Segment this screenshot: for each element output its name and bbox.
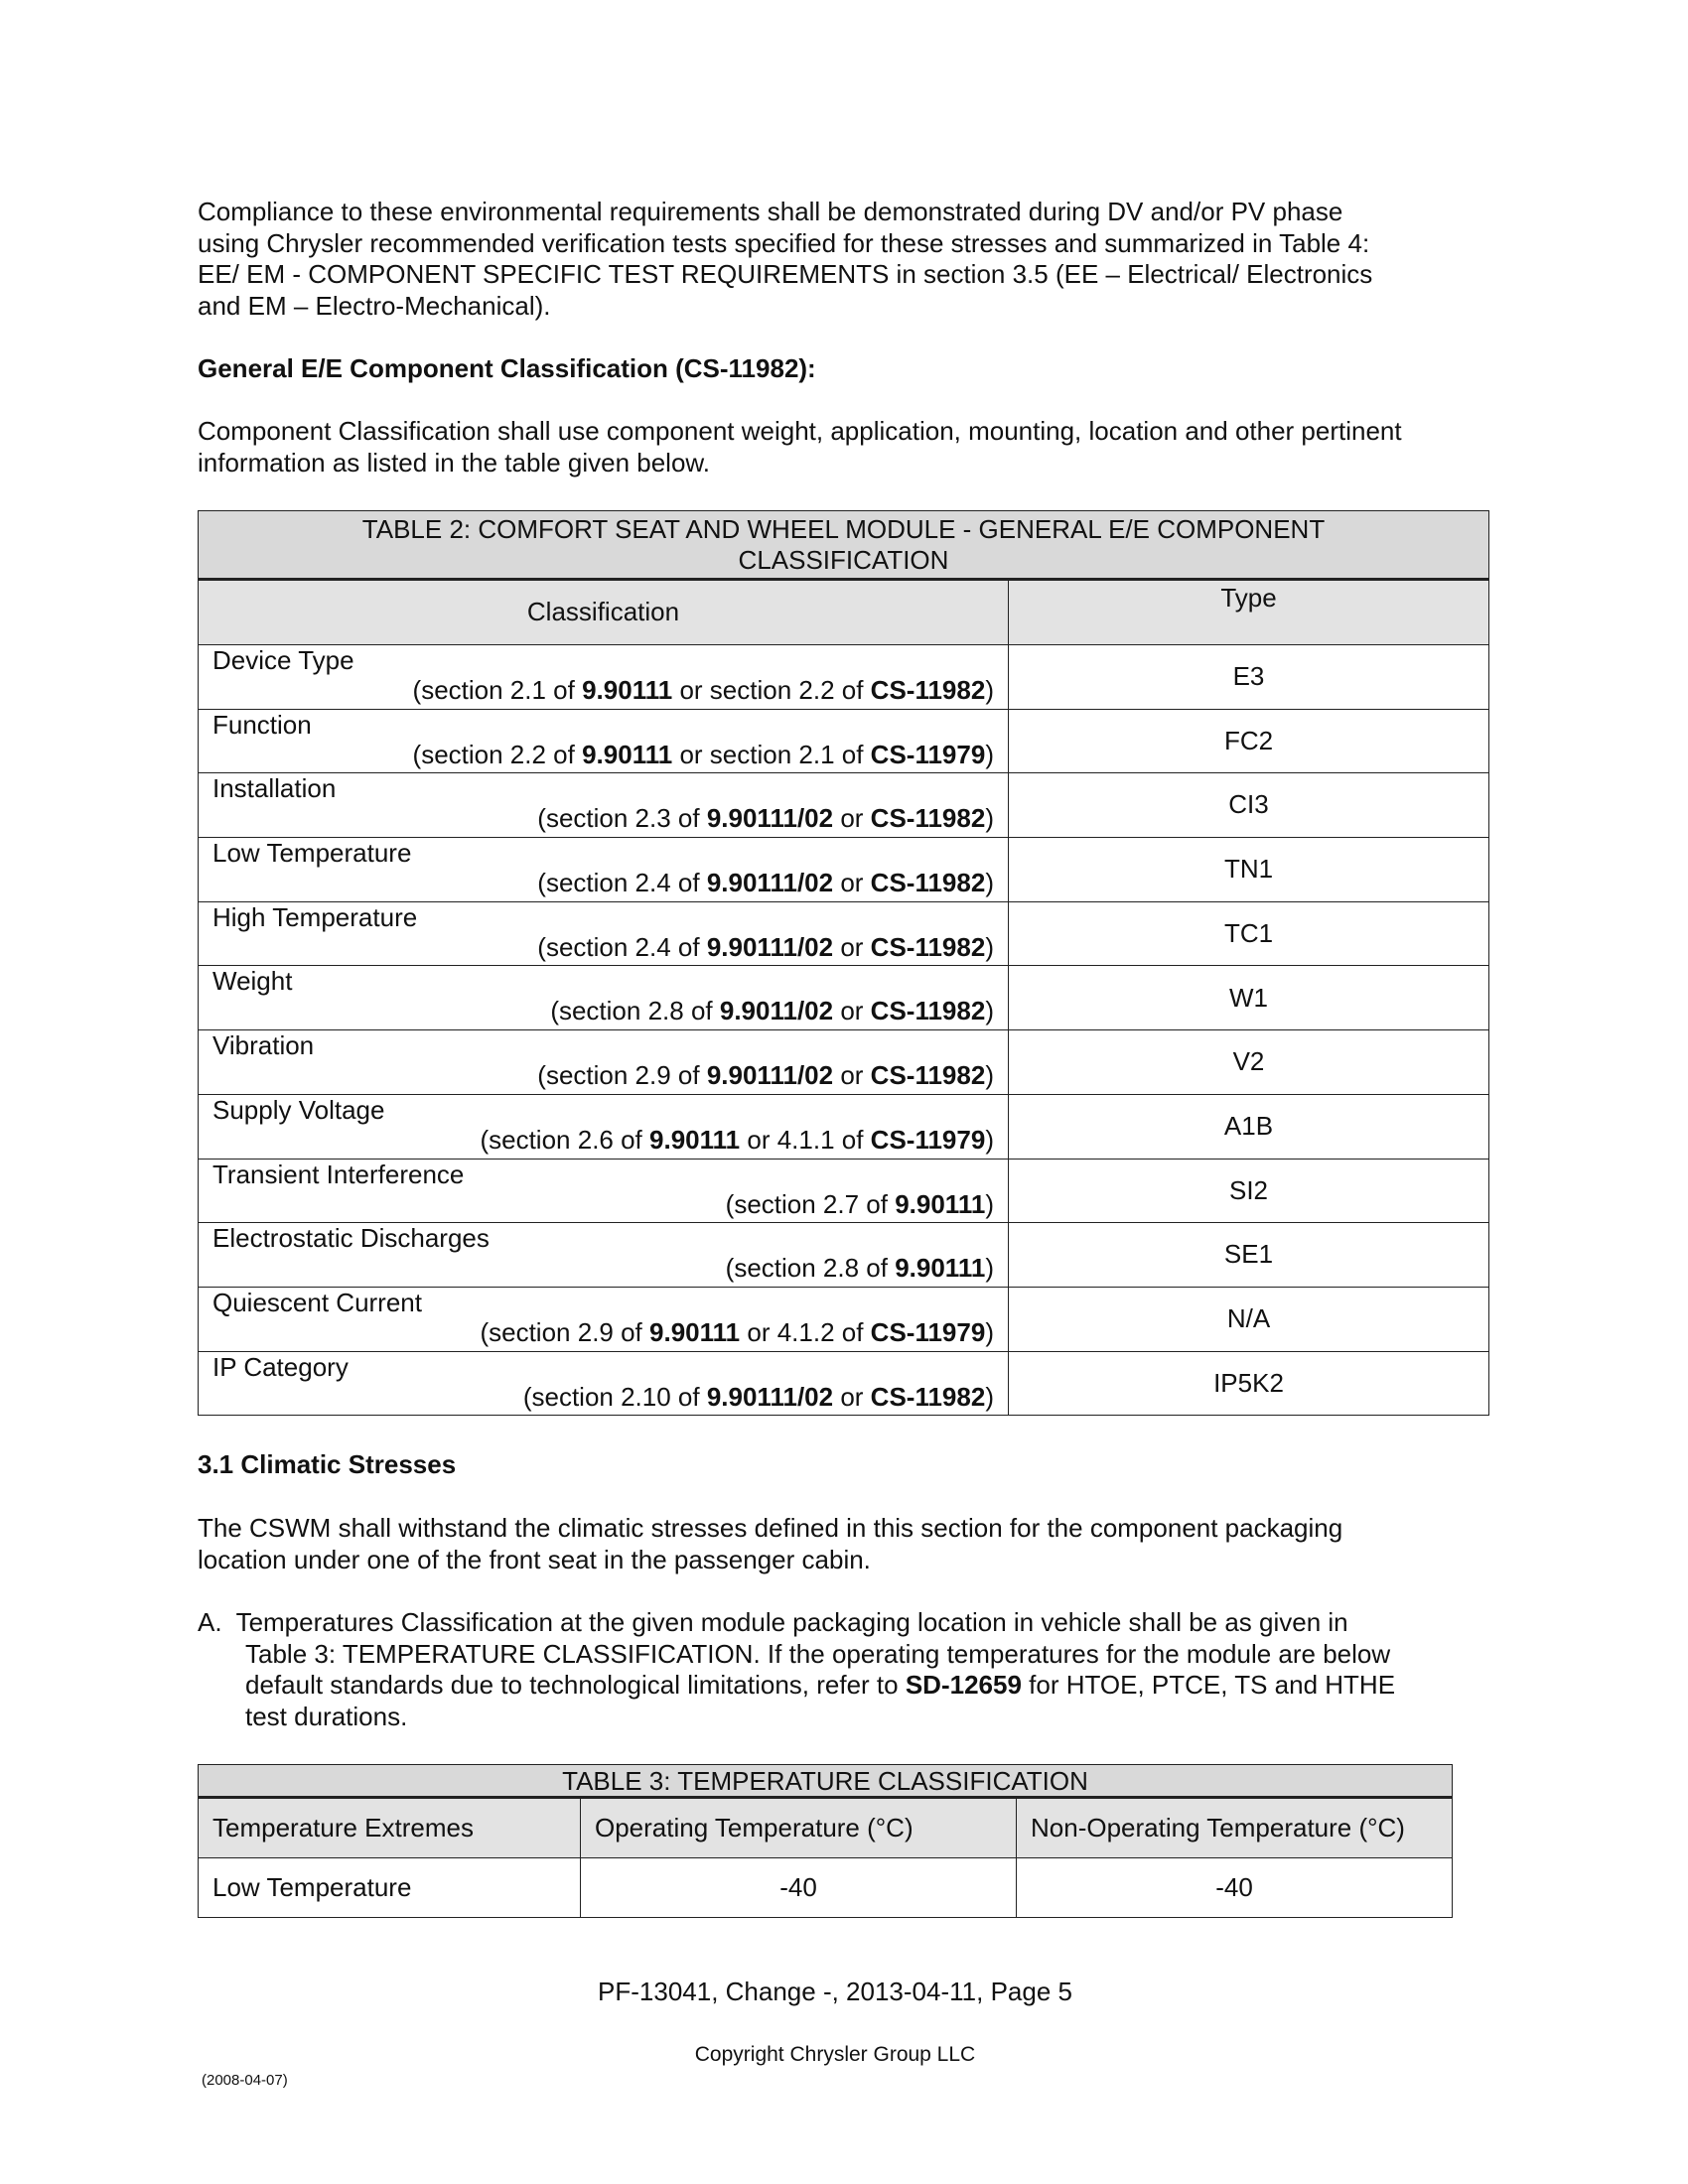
classification-cell: Electrostatic Discharges (section 2.8 of … bbox=[198, 1222, 1009, 1288]
classification-name: Function bbox=[212, 709, 312, 740]
classification-cell: Quiescent Current (section 2.9 of 9.90111… bbox=[198, 1286, 1009, 1352]
text-line: location under one of the front seat in … bbox=[198, 1544, 871, 1574]
standard-reference: (section 2.3 of 9.90111/02 or CS-11982) bbox=[537, 803, 994, 834]
type-cell: TC1 bbox=[1008, 900, 1489, 967]
table-cell: -40 bbox=[1016, 1857, 1453, 1918]
classification-cell: High Temperature (section 2.4 of 9.90111/… bbox=[198, 900, 1009, 967]
table-row: Supply Voltage (section 2.6 of 9.90111 or… bbox=[198, 1093, 1489, 1160]
table-3-temperature-classification: TABLE 3: TEMPERATURE CLASSIFICATION Temp… bbox=[198, 1764, 1453, 1918]
classification-name: Vibration bbox=[212, 1030, 315, 1061]
text-line: The CSWM shall withstand the climatic st… bbox=[198, 1513, 1343, 1543]
standard-reference: (section 2.8 of 9.90111) bbox=[725, 1253, 994, 1284]
classification-name: Quiescent Current bbox=[212, 1287, 422, 1317]
table-row: Low Temperature (section 2.4 of 9.90111/0… bbox=[198, 837, 1489, 902]
column-header: Non-Operating Temperature (°C) bbox=[1016, 1797, 1453, 1858]
classification-cell: Weight (section 2.8 of 9.9011/02 or CS-11… bbox=[198, 965, 1009, 1031]
classification-cell: Transient Interference (section 2.7 of 9.… bbox=[198, 1158, 1009, 1224]
column-header-classification: Classification bbox=[198, 579, 1009, 645]
classification-cell: IP Category (section 2.10 of 9.90111/02 o… bbox=[198, 1350, 1009, 1417]
table-row: Weight (section 2.8 of 9.9011/02 or CS-11… bbox=[198, 965, 1489, 1031]
type-cell: A1B bbox=[1008, 1093, 1489, 1160]
standard-reference: (section 2.4 of 9.90111/02 or CS-11982) bbox=[537, 931, 994, 962]
page-footer: PF-13041, Change -, 2013-04-11, Page 5 bbox=[598, 1977, 1072, 2006]
type-cell: W1 bbox=[1008, 965, 1489, 1031]
classification-cell: Installation (section 2.3 of 9.90111/02 o… bbox=[198, 772, 1009, 839]
column-header-type: Type bbox=[1008, 579, 1489, 645]
classification-cell: Device Type (section 2.1 of 9.90111 or se… bbox=[198, 644, 1009, 710]
table-row: Function (section 2.2 of 9.90111 or secti… bbox=[198, 708, 1489, 774]
column-header: Temperature Extremes bbox=[198, 1797, 581, 1858]
table-row: Installation (section 2.3 of 9.90111/02 o… bbox=[198, 772, 1489, 839]
type-cell: N/A bbox=[1008, 1286, 1489, 1352]
classification-name: Installation bbox=[212, 773, 337, 804]
table-row: High Temperature (section 2.4 of 9.90111/… bbox=[198, 900, 1489, 967]
standard-reference: (section 2.6 of 9.90111 or 4.1.1 of CS-1… bbox=[480, 1124, 994, 1155]
table-row: Low Temperature -40 -40 bbox=[198, 1857, 1453, 1918]
classification-cell: Supply Voltage (section 2.6 of 9.90111 or… bbox=[198, 1093, 1009, 1160]
text-line: and EM – Electro-Mechanical). bbox=[198, 290, 551, 321]
table-row: Vibration (section 2.9 of 9.90111/02 or C… bbox=[198, 1029, 1489, 1095]
text-line: EE/ EM - COMPONENT SPECIFIC TEST REQUIRE… bbox=[198, 259, 1373, 289]
list-item-a: A. Temperatures Classification at the gi… bbox=[198, 1607, 1508, 1732]
classification-name: Electrostatic Discharges bbox=[212, 1223, 490, 1254]
classification-name: Low Temperature bbox=[212, 838, 412, 869]
classification-cell: Low Temperature (section 2.4 of 9.90111/0… bbox=[198, 837, 1009, 902]
standard-reference: (section 2.10 of 9.90111/02 or CS-11982) bbox=[522, 1381, 994, 1412]
standard-reference: (section 2.7 of 9.90111) bbox=[725, 1188, 994, 1219]
type-cell: TN1 bbox=[1008, 837, 1489, 902]
standard-reference: (section 2.9 of 9.90111/02 or CS-11982) bbox=[537, 1060, 994, 1091]
standard-reference: (section 2.9 of 9.90111 or 4.1.2 of CS-1… bbox=[480, 1316, 994, 1347]
section-3-1-heading: 3.1 Climatic Stresses bbox=[198, 1449, 457, 1479]
table-row: Quiescent Current (section 2.9 of 9.90111… bbox=[198, 1286, 1489, 1352]
text-line: using Chrysler recommended verification … bbox=[198, 227, 1370, 258]
table-2-title: TABLE 2: COMFORT SEAT AND WHEEL MODULE -… bbox=[198, 510, 1489, 581]
text-line: Compliance to these environmental requir… bbox=[198, 197, 1343, 226]
table-row: Transient Interference (section 2.7 of 9.… bbox=[198, 1158, 1489, 1224]
table-3-title: TABLE 3: TEMPERATURE CLASSIFICATION bbox=[198, 1764, 1453, 1799]
standard-reference: (section 2.1 of 9.90111 or section 2.2 o… bbox=[412, 675, 994, 705]
table-row: Device Type (section 2.1 of 9.90111 or se… bbox=[198, 644, 1489, 710]
classification-name: Weight bbox=[212, 966, 293, 997]
table-row: IP Category (section 2.10 of 9.90111/02 o… bbox=[198, 1350, 1489, 1417]
form-date: (2008-04-07) bbox=[202, 2072, 288, 2089]
standard-reference: (section 2.8 of 9.9011/02 or CS-11982) bbox=[550, 996, 994, 1026]
classification-paragraph: Component Classification shall use compo… bbox=[198, 416, 1488, 478]
classification-heading: General E/E Component Classification (CS… bbox=[198, 353, 816, 383]
list-marker: A. bbox=[198, 1607, 222, 1637]
standard-reference: SD-12659 bbox=[905, 1670, 1022, 1700]
type-cell: FC2 bbox=[1008, 708, 1489, 774]
type-cell: SI2 bbox=[1008, 1158, 1489, 1224]
classification-name: Supply Voltage bbox=[212, 1094, 385, 1125]
text-line: Table 3: TEMPERATURE CLASSIFICATION. If … bbox=[245, 1638, 1391, 1669]
table-cell: Low Temperature bbox=[198, 1857, 581, 1918]
intro-paragraph: Compliance to these environmental requir… bbox=[198, 197, 1488, 322]
text-line: Temperatures Classification at the given… bbox=[235, 1607, 1348, 1637]
text-line: information as listed in the table given… bbox=[198, 447, 710, 478]
column-header: Operating Temperature (°C) bbox=[580, 1797, 1017, 1858]
type-cell: SE1 bbox=[1008, 1222, 1489, 1288]
text-line: default standards due to technological l… bbox=[245, 1670, 1396, 1700]
type-cell: IP5K2 bbox=[1008, 1350, 1489, 1417]
text-line: test durations. bbox=[245, 1701, 408, 1731]
table-cell: -40 bbox=[580, 1857, 1017, 1918]
standard-reference: (section 2.2 of 9.90111 or section 2.1 o… bbox=[412, 739, 994, 769]
classification-name: High Temperature bbox=[212, 901, 418, 932]
type-cell: E3 bbox=[1008, 644, 1489, 710]
copyright: Copyright Chrysler Group LLC bbox=[694, 2043, 976, 2066]
type-cell: CI3 bbox=[1008, 772, 1489, 839]
climatic-paragraph: The CSWM shall withstand the climatic st… bbox=[198, 1513, 1488, 1575]
classification-cell: Function (section 2.2 of 9.90111 or secti… bbox=[198, 708, 1009, 774]
classification-name: Transient Interference bbox=[212, 1159, 465, 1189]
classification-name: Device Type bbox=[212, 645, 354, 675]
text-line: Component Classification shall use compo… bbox=[198, 416, 1402, 446]
type-cell: V2 bbox=[1008, 1029, 1489, 1095]
table-2-component-classification: TABLE 2: COMFORT SEAT AND WHEEL MODULE -… bbox=[198, 510, 1489, 1417]
standard-reference: (section 2.4 of 9.90111/02 or CS-11982) bbox=[537, 868, 994, 898]
classification-cell: Vibration (section 2.9 of 9.90111/02 or C… bbox=[198, 1029, 1009, 1095]
table-row: Electrostatic Discharges (section 2.8 of … bbox=[198, 1222, 1489, 1288]
classification-name: IP Category bbox=[212, 1351, 349, 1382]
